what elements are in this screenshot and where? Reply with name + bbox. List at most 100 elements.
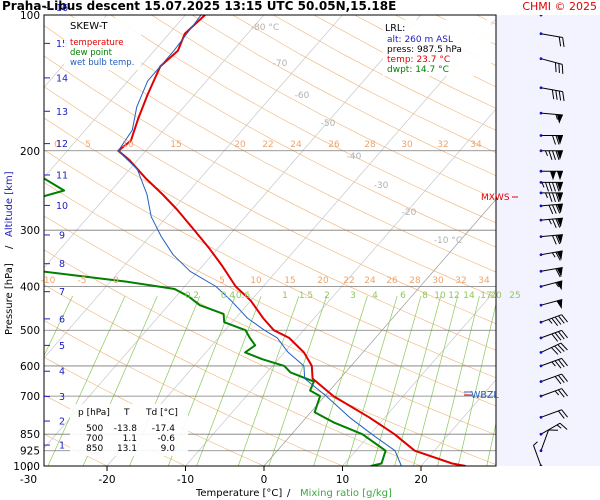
barb-half-flag: [557, 5, 561, 10]
isotherm-label: 0: [113, 276, 119, 286]
table-cell: 500: [86, 424, 103, 434]
legend-entry-dew-point: dew point: [70, 48, 113, 58]
isotherm-label: 0: [54, 140, 60, 150]
svg-text:WBZL: WBZL: [471, 390, 499, 401]
barb-flag: [561, 64, 564, 74]
isotherm-label: 24: [364, 276, 376, 286]
barb-half-flag: [533, 441, 538, 446]
wind-barbs: [533, 3, 568, 466]
lrl-dwpt: dwpt: 14.7 °C: [387, 65, 449, 75]
barb-staff: [540, 329, 562, 339]
barb-staff: [540, 15, 561, 16]
barb-flag: [555, 135, 560, 145]
adiabat-label: -40: [347, 152, 362, 162]
wind-barb: [539, 357, 568, 369]
barb-flag: [561, 388, 568, 397]
altitude-tick-label: 4: [59, 367, 65, 378]
wind-barb: [539, 329, 568, 342]
x-tick-label: -30: [20, 474, 37, 486]
barb-dot: [539, 449, 543, 453]
pressure-tick-label: 1000: [13, 461, 40, 473]
wind-barb: [539, 422, 568, 436]
barb-staff: [533, 445, 542, 466]
isotherm-label: 22: [343, 276, 354, 286]
mixing-ratio-label: 10: [434, 291, 446, 301]
barb-flag: [557, 410, 565, 419]
lrl-press: press: 987.5 hPa: [387, 45, 462, 55]
barb-flag: [551, 347, 559, 355]
isotherm-label: 20: [317, 276, 329, 286]
adiabat-label: -50: [321, 119, 336, 129]
barb-flag: [560, 342, 568, 351]
barb-flag: [562, 37, 565, 47]
series-line-temperature: [117, 15, 466, 466]
barb-dot: [539, 191, 543, 195]
x-tick-label: 0: [261, 474, 268, 486]
barb-flag: [552, 182, 556, 192]
isotherm-label: 26: [328, 140, 340, 150]
barb-half-flag: [551, 252, 556, 258]
isotherm-label: 20: [234, 140, 246, 150]
adiabat-label: -30: [374, 181, 389, 191]
barb-pennant: [556, 299, 563, 309]
barb-staff: [540, 299, 563, 306]
barb-dot: [539, 285, 543, 288]
barb-dot: [539, 57, 543, 61]
altitude-tick-label: 3: [59, 392, 65, 403]
barb-staff: [540, 58, 563, 65]
mixing-ratio-label: 1: [282, 291, 288, 301]
barb-flag: [560, 3, 567, 12]
wind-barb: [539, 57, 564, 74]
mixing-ratio-label: 14: [463, 291, 475, 301]
barb-flag: [551, 317, 559, 327]
mixing-ratio-label: 8: [422, 291, 428, 301]
wind-barb: [539, 217, 563, 229]
barb-flag: [557, 359, 565, 368]
barb-dot: [539, 169, 543, 173]
level-table: p [hPa] T Td [°C] 500 -13.8 -17.4 700 1.…: [70, 404, 188, 456]
mixing-ratio-label: 0.2: [185, 291, 199, 301]
barb-flag: [555, 268, 561, 278]
dry-adiabat-line: [151, 15, 496, 200]
barb-flag: [551, 204, 557, 214]
svg-text:MXWS: MXWS: [481, 193, 510, 203]
mixing-ratio-line: [486, 421, 496, 466]
pressure-tick-label: 600: [20, 361, 40, 373]
barb-staff: [540, 266, 563, 272]
lrl-alt: alt: 260 m ASL: [387, 35, 453, 45]
mixing-ratio-line: [44, 295, 73, 357]
barb-dot: [539, 464, 543, 466]
isotherm-label: 28: [409, 276, 421, 286]
table-cell: -13.8: [114, 424, 138, 434]
barb-half-flag: [555, 282, 560, 288]
wbzl-marker: WBZL: [464, 390, 499, 401]
barb-dot: [539, 218, 543, 222]
wind-barb: [539, 32, 565, 47]
x-tick-label: -10: [177, 474, 194, 486]
barb-pennant: [556, 234, 563, 244]
legend-entry-temperature: temperature: [70, 38, 123, 48]
table-header-t: T: [123, 408, 130, 418]
isotherm-label: -5: [78, 276, 87, 286]
wind-panel-background: [496, 15, 600, 466]
legend: SKEW-T temperature dew point wet bulb te…: [64, 18, 141, 70]
mxws-marker: MXWS: [481, 193, 518, 203]
x-axis-title-2: Mixing ratio [g/kg]: [300, 488, 392, 499]
barb-dot: [539, 149, 543, 153]
barb-staff: [540, 280, 563, 287]
barb-half-flag: [554, 390, 560, 396]
barb-flag: [561, 330, 568, 339]
dry-adiabat-line: [44, 117, 496, 351]
barb-flag: [551, 235, 557, 245]
barb-pennant: [556, 114, 563, 124]
dry-adiabat-line: [110, 15, 496, 224]
wind-barb: [539, 86, 565, 102]
mixing-ratio-label: 17: [480, 291, 491, 301]
isotherm-label: 28: [364, 140, 376, 150]
pressure-tick-label: 700: [20, 391, 40, 403]
mixing-ratio-line: [313, 295, 368, 466]
altitude-tick-label: 5: [59, 341, 65, 352]
barb-dot: [539, 180, 543, 184]
wind-barb: [539, 191, 563, 203]
wind-barb: [539, 169, 563, 181]
